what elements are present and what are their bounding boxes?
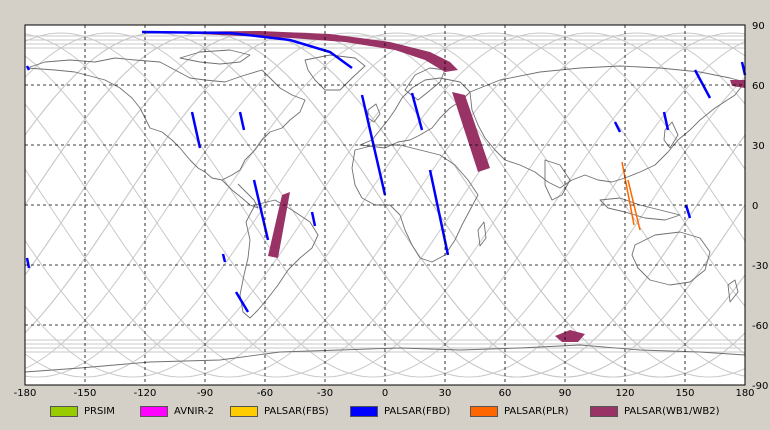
legend-swatch: [590, 405, 618, 417]
strip-fbd-patagonia: [234, 291, 250, 313]
legend-swatch: [470, 405, 498, 417]
longitude-tick-label: 30: [439, 388, 452, 399]
legend-label: PALSAR(PLR): [504, 405, 569, 417]
legend-item: AVNIR-2: [140, 403, 214, 419]
latitude-tick-label: -60: [752, 321, 768, 332]
latitude-tick-label: 60: [752, 81, 765, 92]
legend-label: AVNIR-2: [174, 405, 214, 417]
legend-item: PALSAR(FBS): [230, 403, 329, 419]
latitude-tick-label: 0: [752, 201, 758, 212]
longitude-tick-label: 180: [735, 388, 754, 399]
coast-scandinavia: [404, 67, 446, 101]
coast-india: [544, 159, 571, 201]
coast-japan: [663, 121, 679, 149]
swath-wb-east-africa: [452, 92, 490, 172]
strip-fbd-pacific-sw: [25, 257, 31, 269]
longitude-tick-label: -150: [74, 388, 97, 399]
coast-australia: [631, 231, 711, 286]
strip-fbd-north-america-1: [190, 111, 202, 149]
legend-item: PALSAR(PLR): [470, 403, 568, 419]
longitude-tick-labels: -180 -150 -120 -90 -60 -30 0 30 60 90 120 150 180: [14, 388, 755, 399]
legend-item: PALSAR(WB1/WB2): [590, 403, 720, 419]
longitude-tick-label: 150: [675, 388, 694, 399]
latitude-tick-label: -30: [752, 261, 768, 272]
map-frame: [24, 24, 746, 386]
strip-fbd-east-asia: [693, 69, 712, 99]
longitude-tick-label: 90: [559, 388, 572, 399]
strip-fbd-africa: [428, 169, 450, 256]
coast-madagascar: [477, 221, 487, 247]
coverage-map: -180 -150 -120 -90 -60 -30 0 30 60 90 120 150 180 90…: [14, 21, 769, 399]
legend-item: PALSAR(FBD): [350, 403, 450, 419]
strip-fbd-indonesia: [684, 204, 692, 219]
legend-swatch: [230, 405, 258, 417]
longitude-tick-label: -180: [14, 388, 37, 399]
legend-label: PRSIM: [84, 405, 115, 417]
swath-wb-east-siberia: [730, 80, 745, 88]
strip-fbd-north-america-2: [238, 111, 246, 131]
swath-wb-antarctic: [555, 330, 585, 342]
legend-swatch: [140, 405, 168, 417]
longitude-tick-label: -120: [134, 388, 157, 399]
latitude-tick-labels: 90 60 30 0 -30 -60 -90: [752, 21, 768, 392]
latitude-tick-label: 30: [752, 141, 765, 152]
palsar-wb-swaths: [148, 31, 745, 342]
coast-asia: [469, 65, 746, 189]
latitude-tick-label: -90: [752, 381, 768, 392]
legend-swatch: [50, 405, 78, 417]
longitude-tick-label: -60: [257, 388, 273, 399]
legend-label: PALSAR(WB1/WB2): [624, 405, 720, 417]
strip-plr-se-asia-1: [621, 161, 635, 226]
strip-fbd-pacific: [310, 211, 317, 227]
strip-fbd-south-america: [252, 179, 270, 241]
strip-fbd-arctic-arc: [141, 30, 353, 70]
legend-swatch: [350, 405, 378, 417]
strip-fbd-asia-2: [662, 111, 670, 131]
strip-fbd-asia-1: [613, 121, 622, 133]
longitude-tick-label: -90: [197, 388, 213, 399]
longitude-tick-label: 120: [615, 388, 634, 399]
swath-wb-south-america: [268, 192, 290, 258]
coast-new-zealand: [727, 279, 739, 303]
legend-label: PALSAR(FBS): [264, 405, 329, 417]
coast-europe: [359, 77, 471, 149]
coast-antarctica: [24, 344, 746, 373]
longitude-tick-label: -30: [317, 388, 333, 399]
coast-south-america: [239, 199, 319, 319]
coast-greenland: [304, 54, 366, 91]
coast-north-america: [26, 57, 306, 181]
strip-fbd-caribbean: [221, 253, 227, 263]
swath-wb-arctic: [148, 31, 458, 72]
latitude-tick-label: 90: [752, 21, 765, 32]
strip-fbd-europe: [410, 92, 424, 131]
legend: PRSIM AVNIR-2 PALSAR(FBS) PALSAR(FBD) PALSAR…: [0, 400, 770, 422]
legend-item: PRSIM: [50, 403, 115, 419]
longitude-tick-label: 60: [499, 388, 512, 399]
legend-label: PALSAR(FBD): [384, 405, 451, 417]
strip-fbd-west-edge: [25, 65, 31, 71]
graticule: [25, 25, 745, 385]
longitude-tick-label: 0: [382, 388, 388, 399]
